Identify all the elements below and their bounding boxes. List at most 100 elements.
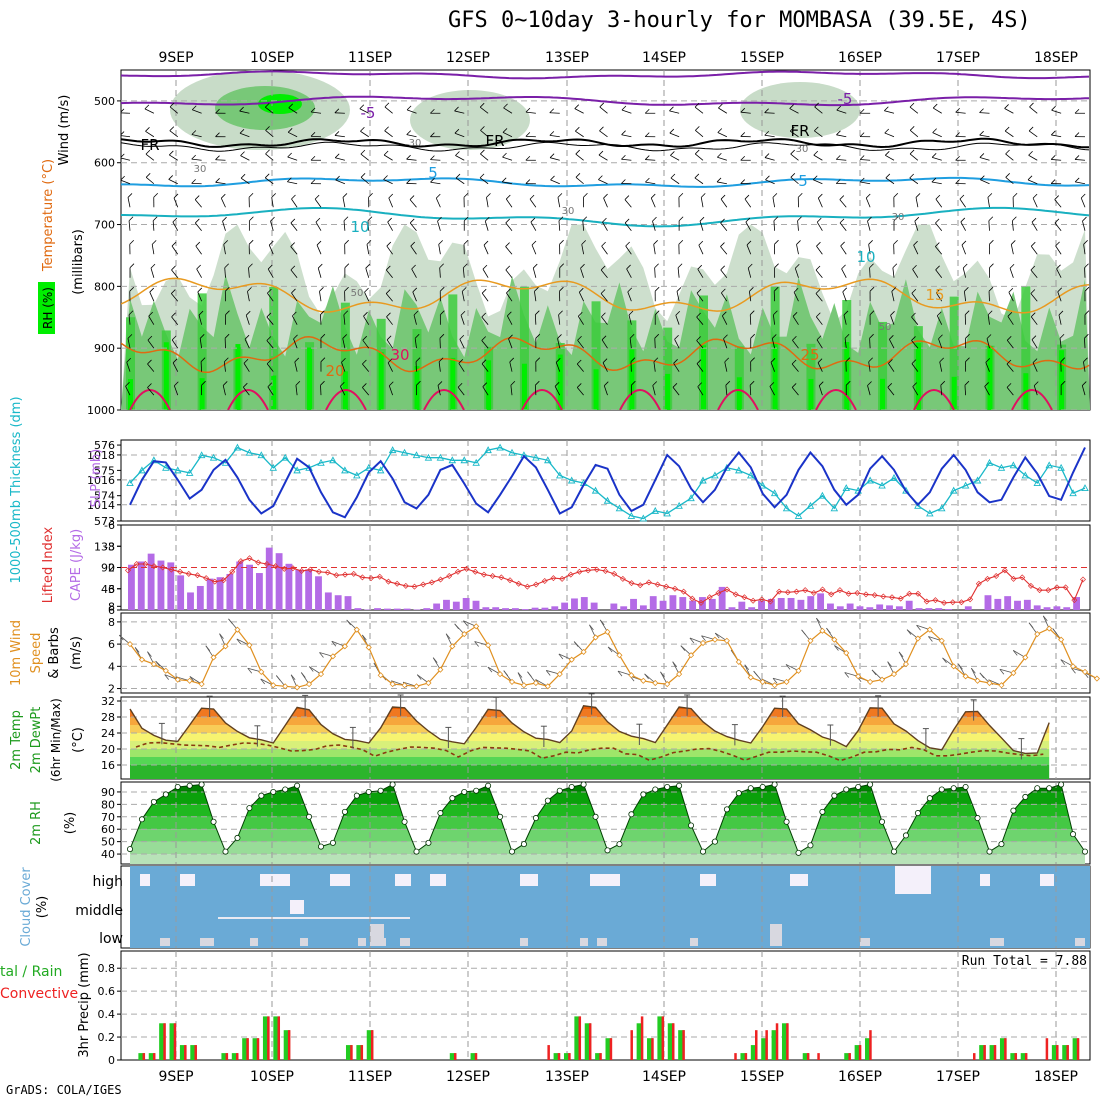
wind-barb: [388, 197, 393, 208]
rh-plume-bright: [307, 347, 313, 410]
temp-band: [130, 725, 1050, 733]
precip-conv-bar: [184, 1045, 187, 1060]
wind-barb-flag: [1057, 287, 1063, 293]
wind-barb-flag: [812, 175, 818, 181]
rh-plume-bright: [521, 363, 527, 410]
precip-conv-bar: [744, 1053, 748, 1060]
wind-barb-flag: [797, 216, 802, 222]
wind-barb: [931, 181, 942, 185]
wind-barb: [769, 386, 775, 396]
wind-barb-10m-flag: [134, 647, 140, 653]
wind-barb: [242, 386, 250, 396]
wind-barb-10m: [834, 645, 847, 654]
wind-barb: [240, 177, 250, 185]
contour-25: [423, 389, 465, 410]
cape-bar: [1053, 606, 1061, 610]
wind-barb: [411, 268, 417, 278]
wind-barb-flag: [316, 240, 322, 246]
wind-barb-flag: [292, 311, 297, 317]
wind-barb: [717, 132, 728, 138]
wind-barb: [510, 385, 513, 396]
rh-marker: [329, 839, 336, 846]
wind-barb-flag: [964, 286, 969, 292]
wind-barb-10m-flag: [319, 652, 324, 658]
wind-barb-flag: [168, 175, 174, 180]
wind-barb: [816, 221, 823, 231]
wind-barb-flag: [287, 177, 292, 183]
wind-barb: [932, 156, 942, 161]
wind-marker: [914, 635, 921, 642]
wind-marker: [676, 671, 683, 678]
precip-conv-bar: [640, 1016, 644, 1060]
wind-barb: [575, 130, 584, 138]
wind-barb-flag: [438, 240, 443, 245]
rh-marker: [449, 795, 456, 802]
wind-barb-flag: [625, 241, 630, 247]
ylabel-cloud-cover: Cloud Cover: [19, 867, 34, 947]
li-marker: [732, 591, 739, 598]
thickness-marker: [997, 463, 1006, 471]
wind-barb-flag: [813, 150, 819, 156]
wind-barb-flag: [749, 310, 755, 315]
wind-barb: [171, 269, 179, 278]
date-label-bottom: 9SEP: [158, 1069, 193, 1085]
wind-barb: [1028, 154, 1038, 161]
wind-barb-10m-flag: [331, 641, 337, 647]
li-marker: [203, 575, 210, 582]
wind-barb: [171, 245, 179, 255]
wind-barb-10m-flag: [432, 657, 438, 663]
wind-marker: [628, 672, 635, 679]
wind-barb: [295, 385, 298, 396]
wind-barb-flag: [575, 126, 580, 132]
wind-marker: [246, 642, 253, 649]
cape-bar: [433, 603, 441, 610]
panel-frame-th: [120, 439, 1091, 522]
li-marker: [385, 578, 392, 585]
rh-marker: [341, 808, 348, 815]
cloud-high-gap: [330, 874, 350, 886]
cape-bar: [305, 569, 313, 610]
wind-barb: [534, 291, 537, 302]
wind-barb: [790, 177, 799, 185]
wind-barb-flag: [814, 126, 819, 132]
wind-barb-10m-flag: [155, 660, 160, 667]
precip-conv-bar: [671, 1023, 675, 1060]
ylabel-temp-units: (°C): [71, 727, 86, 753]
wind-barb-flag: [240, 151, 245, 156]
wind-barb: [173, 197, 179, 208]
wind-barb: [554, 386, 561, 396]
wind-barb-flag: [151, 240, 157, 245]
wind-barb: [384, 106, 393, 114]
wind-barb-flag: [678, 216, 684, 222]
contour-label: 10: [350, 218, 369, 236]
wind-barb: [534, 385, 537, 396]
wind-barb-flag: [534, 287, 539, 292]
cape-bar: [1063, 607, 1071, 610]
wind-barb: [963, 291, 967, 302]
wind-barb: [484, 221, 489, 231]
ylabel-rh-units: (%): [63, 812, 78, 835]
wind-barb-flag: [171, 289, 176, 294]
wind-barb-flag: [153, 192, 159, 198]
wind-barb-flag: [670, 173, 676, 179]
wind-barb-flag: [621, 130, 626, 136]
wind-barb: [912, 269, 919, 278]
wind-barb-flag: [387, 358, 393, 364]
contour-label: 10: [856, 248, 875, 266]
wind-barb: [409, 199, 417, 208]
thickness-marker: [603, 496, 612, 504]
wind-barb-flag: [598, 175, 603, 180]
wind-barb-10m: [1013, 650, 1026, 658]
wind-marker: [401, 682, 408, 689]
date-label-bottom: 15SEP: [740, 1069, 784, 1085]
wind-barb-flag: [962, 263, 968, 269]
wind-barb-flag: [696, 336, 701, 341]
wind-barb-flag: [628, 310, 634, 316]
wind-barb: [245, 315, 250, 325]
date-label-top: 17SEP: [936, 50, 980, 66]
li-marker: [671, 585, 678, 592]
precip-conv-bar: [453, 1053, 457, 1060]
li-marker: [159, 564, 166, 571]
wind-barb-flag: [774, 239, 779, 245]
wind-barb: [1059, 338, 1062, 349]
